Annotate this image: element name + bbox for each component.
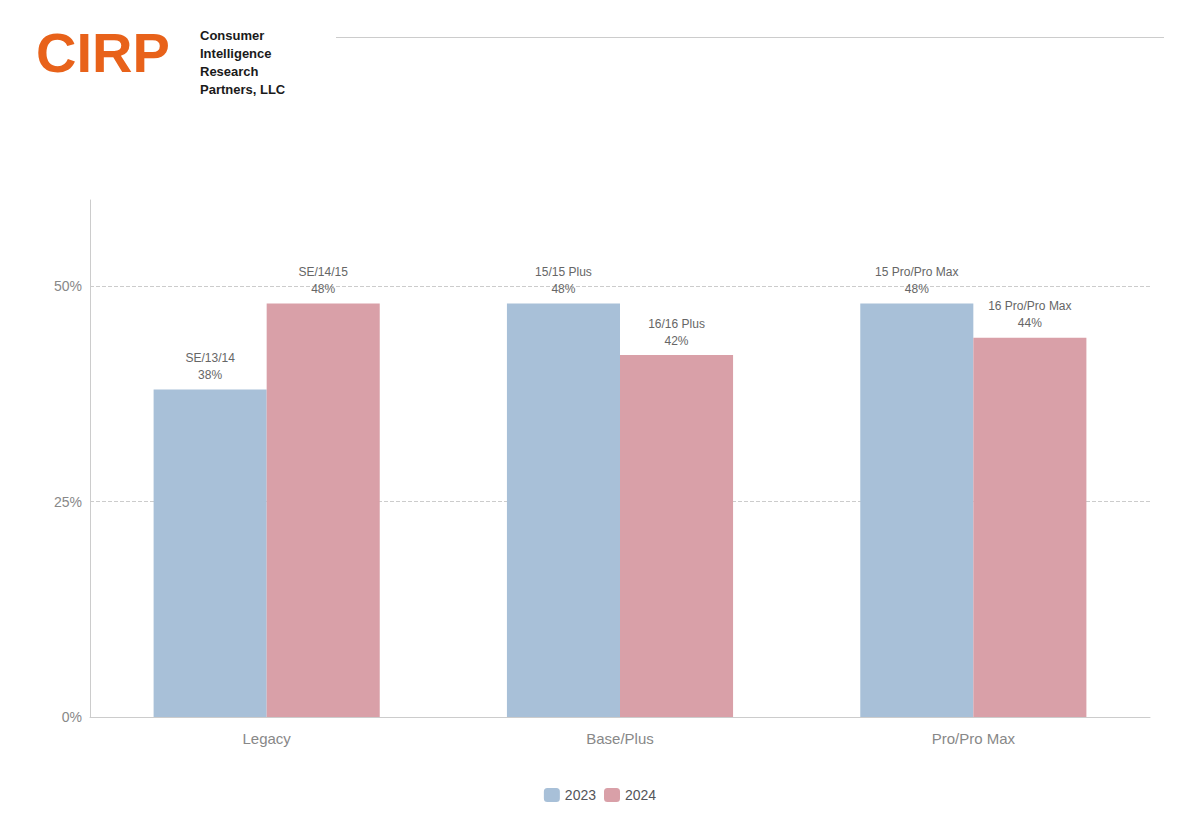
svg-text:Consumer: Consumer bbox=[200, 28, 264, 43]
svg-text:Legacy: Legacy bbox=[242, 730, 291, 747]
svg-text:15/15 Plus: 15/15 Plus bbox=[535, 265, 592, 279]
svg-text:Research: Research bbox=[200, 64, 259, 79]
svg-text:16 Pro/Pro Max: 16 Pro/Pro Max bbox=[988, 299, 1071, 313]
svg-text:48%: 48% bbox=[311, 282, 335, 296]
svg-text:Partners, LLC: Partners, LLC bbox=[200, 82, 286, 97]
svg-text:42%: 42% bbox=[665, 334, 689, 348]
svg-text:2024: 2024 bbox=[625, 787, 656, 803]
svg-text:Pro/Pro Max: Pro/Pro Max bbox=[932, 730, 1016, 747]
svg-text:0%: 0% bbox=[62, 709, 82, 725]
svg-text:2023: 2023 bbox=[565, 787, 596, 803]
svg-text:15 Pro/Pro Max: 15 Pro/Pro Max bbox=[875, 265, 958, 279]
svg-text:Intelligence: Intelligence bbox=[200, 46, 272, 61]
svg-text:48%: 48% bbox=[905, 282, 929, 296]
svg-text:SE/13/14: SE/13/14 bbox=[185, 351, 235, 365]
svg-text:SE/14/15: SE/14/15 bbox=[299, 265, 349, 279]
svg-text:25%: 25% bbox=[54, 494, 82, 510]
svg-text:50%: 50% bbox=[54, 278, 82, 294]
svg-text:CIRP: CIRP bbox=[36, 21, 170, 84]
svg-text:16/16 Plus: 16/16 Plus bbox=[648, 317, 705, 331]
svg-text:38%: 38% bbox=[198, 368, 222, 382]
svg-text:44%: 44% bbox=[1018, 316, 1042, 330]
svg-text:Base/Plus: Base/Plus bbox=[586, 730, 654, 747]
svg-text:48%: 48% bbox=[551, 282, 575, 296]
